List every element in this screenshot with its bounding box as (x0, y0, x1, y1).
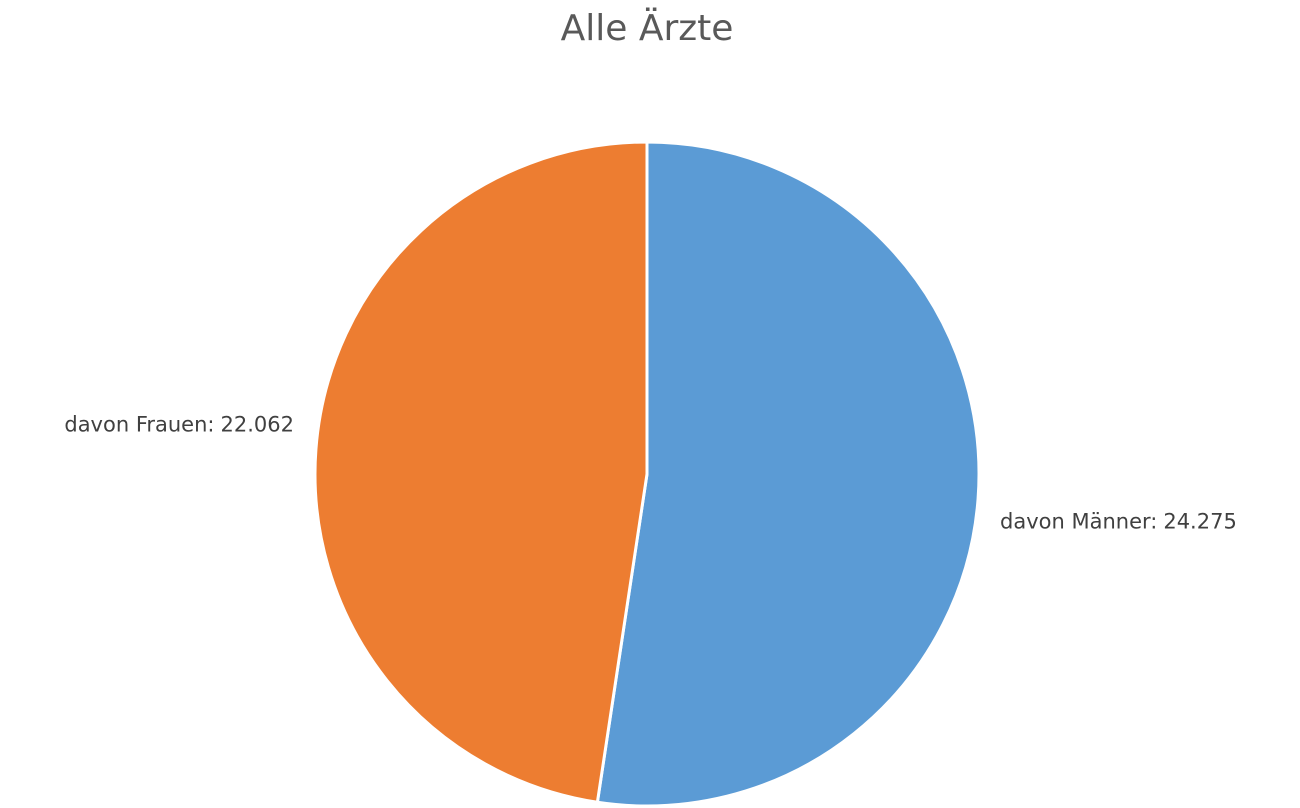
data-label: davon Männer: 24.275 (1000, 510, 1237, 534)
label-category: davon Männer: (1000, 510, 1157, 534)
pie-slice (313, 140, 649, 804)
label-value: 24.275 (1163, 510, 1236, 534)
pie-slice (595, 140, 981, 808)
label-category: davon Frauen: (64, 412, 214, 436)
label-value: 22.062 (221, 412, 294, 436)
data-label: davon Frauen: 22.062 (64, 412, 294, 436)
chart-title: Alle Ärzte (561, 7, 734, 49)
